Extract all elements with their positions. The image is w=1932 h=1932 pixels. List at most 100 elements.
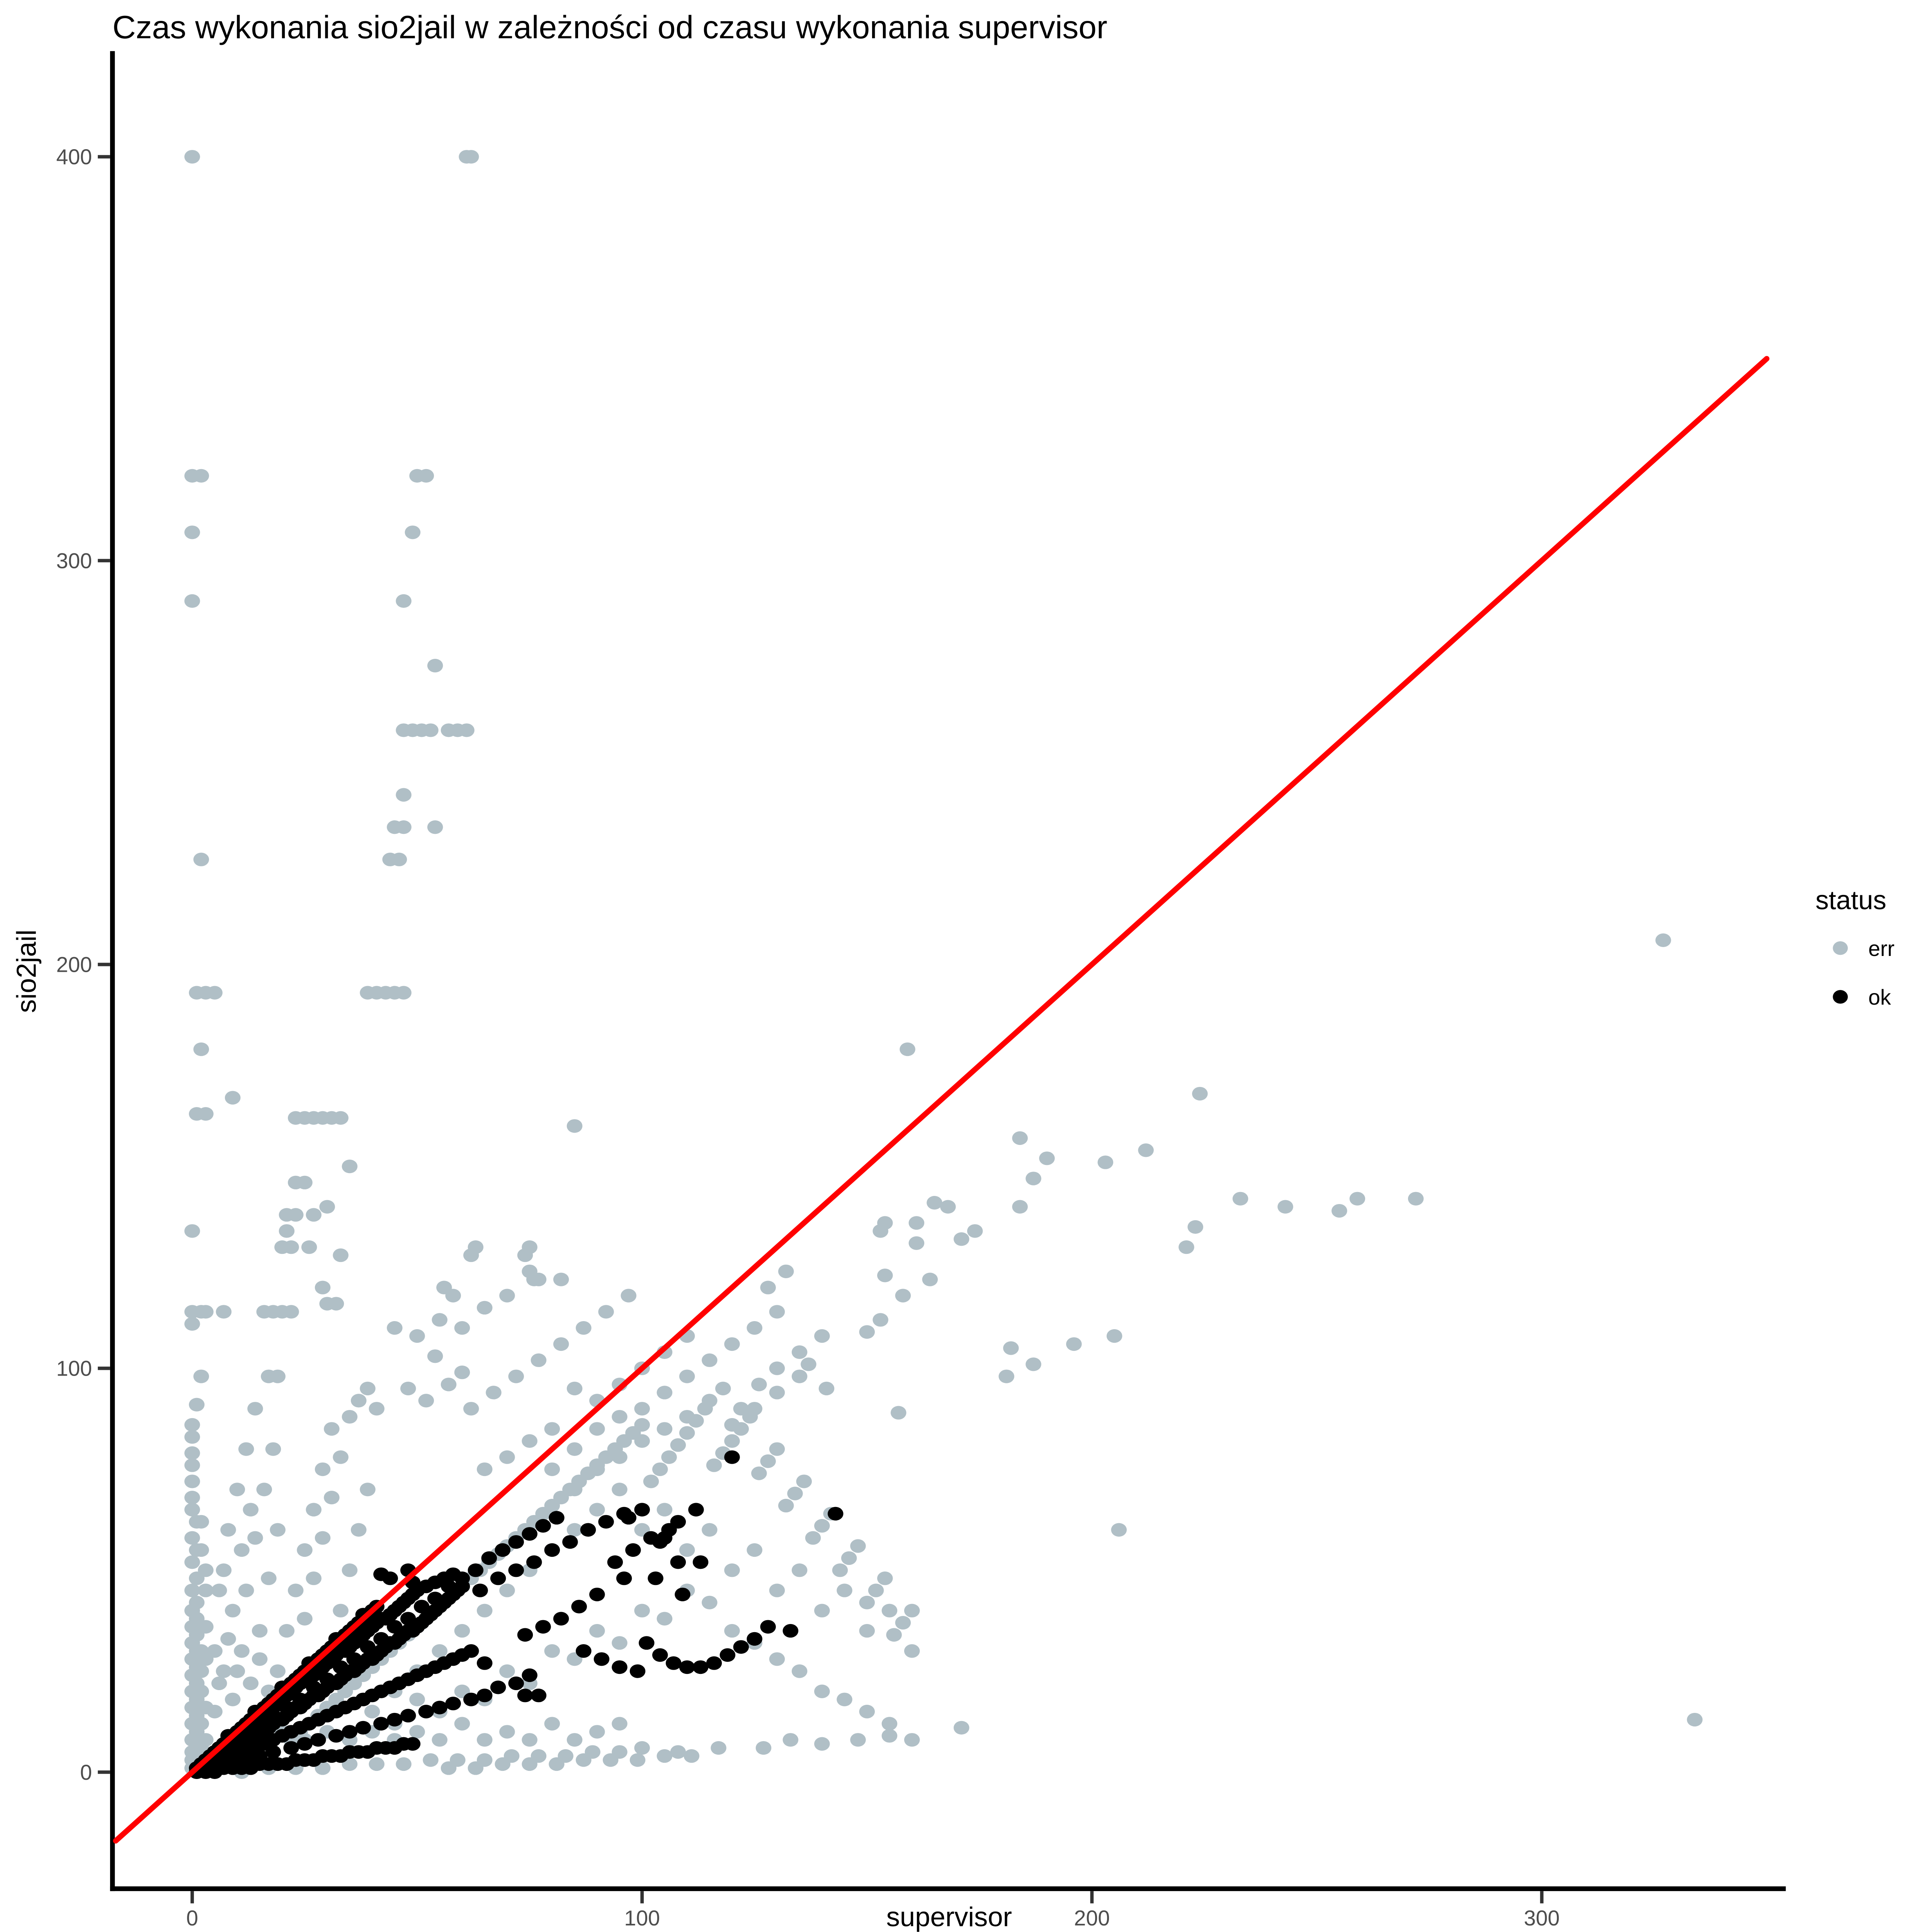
point-err bbox=[486, 1386, 502, 1400]
point-err bbox=[652, 1462, 668, 1476]
point-err bbox=[814, 1684, 830, 1698]
point-err bbox=[747, 1321, 763, 1335]
point-ok bbox=[400, 1612, 416, 1626]
point-err bbox=[589, 1422, 605, 1436]
point-err bbox=[432, 1313, 448, 1327]
point-err bbox=[706, 1458, 722, 1472]
point-err bbox=[283, 1305, 299, 1319]
point-err bbox=[499, 1664, 515, 1678]
legend-title: status bbox=[1815, 885, 1886, 915]
point-err bbox=[224, 1604, 241, 1617]
point-err bbox=[868, 1583, 884, 1597]
point-err bbox=[184, 1531, 200, 1545]
point-err bbox=[814, 1519, 830, 1533]
point-err bbox=[220, 1632, 236, 1646]
point-err bbox=[445, 1289, 461, 1303]
point-err bbox=[850, 1733, 866, 1747]
point-err bbox=[279, 1624, 295, 1638]
point-ok bbox=[508, 1676, 524, 1690]
point-err bbox=[409, 1692, 425, 1706]
legend-label-ok: ok bbox=[1868, 985, 1891, 1009]
x-tick-label: 0 bbox=[186, 1906, 198, 1930]
point-err bbox=[922, 1272, 938, 1286]
point-err bbox=[589, 1624, 605, 1638]
point-err bbox=[297, 1612, 313, 1626]
point-err bbox=[895, 1289, 911, 1303]
point-err bbox=[872, 1313, 888, 1327]
point-err bbox=[670, 1438, 686, 1452]
point-err bbox=[350, 1394, 367, 1408]
point-ok bbox=[621, 1511, 637, 1525]
point-err bbox=[612, 1717, 628, 1731]
point-err bbox=[216, 1563, 232, 1577]
point-err bbox=[778, 1264, 794, 1278]
point-err bbox=[629, 1753, 646, 1767]
point-ok bbox=[639, 1636, 655, 1650]
point-err bbox=[679, 1369, 695, 1383]
point-err bbox=[841, 1551, 857, 1565]
point-err bbox=[224, 1692, 241, 1706]
point-err bbox=[522, 1733, 537, 1747]
point-ok bbox=[661, 1523, 677, 1537]
point-err bbox=[315, 1462, 331, 1476]
y-tick-label: 300 bbox=[56, 549, 92, 573]
point-err bbox=[252, 1624, 268, 1638]
point-ok bbox=[522, 1527, 537, 1541]
point-err bbox=[791, 1664, 808, 1678]
point-err bbox=[328, 1297, 344, 1311]
point-ok bbox=[589, 1587, 605, 1602]
point-err bbox=[526, 1272, 542, 1286]
point-err bbox=[1026, 1357, 1041, 1371]
point-ok bbox=[747, 1632, 763, 1646]
point-err bbox=[369, 1757, 385, 1771]
point-err bbox=[369, 1402, 385, 1416]
point-err bbox=[324, 1490, 340, 1505]
y-tick-label: 0 bbox=[80, 1760, 92, 1784]
point-err bbox=[1232, 1192, 1248, 1206]
point-err bbox=[427, 658, 443, 673]
point-err bbox=[342, 1563, 358, 1577]
point-err bbox=[463, 1402, 479, 1416]
point-ok bbox=[760, 1620, 776, 1634]
point-err bbox=[247, 1531, 263, 1545]
point-err bbox=[1012, 1200, 1028, 1214]
point-err bbox=[319, 1200, 335, 1214]
point-ok bbox=[517, 1628, 533, 1642]
point-err bbox=[859, 1624, 875, 1638]
point-err bbox=[612, 1636, 628, 1650]
point-err bbox=[454, 1717, 470, 1731]
point-ok bbox=[328, 1729, 344, 1743]
point-err bbox=[553, 1337, 569, 1351]
point-err bbox=[1408, 1192, 1424, 1206]
point-err bbox=[400, 1381, 416, 1396]
point-err bbox=[198, 1305, 214, 1319]
point-err bbox=[198, 1563, 214, 1577]
point-err bbox=[544, 1644, 560, 1658]
point-err bbox=[850, 1539, 866, 1553]
point-err bbox=[1349, 1192, 1366, 1206]
point-err bbox=[998, 1369, 1014, 1383]
point-err bbox=[333, 1111, 349, 1125]
point-err bbox=[769, 1583, 785, 1597]
point-ok bbox=[319, 1672, 335, 1686]
point-ok bbox=[405, 1737, 421, 1751]
point-err bbox=[877, 1571, 893, 1585]
point-err bbox=[427, 820, 443, 834]
point-ok bbox=[427, 1592, 443, 1605]
point-err bbox=[612, 1410, 628, 1424]
point-ok bbox=[224, 1741, 241, 1755]
point-err bbox=[598, 1305, 614, 1319]
point-ok bbox=[346, 1652, 362, 1666]
point-err bbox=[207, 1644, 223, 1658]
point-err bbox=[405, 526, 421, 539]
point-err bbox=[261, 1571, 277, 1585]
point-err bbox=[634, 1741, 650, 1755]
point-err bbox=[1192, 1087, 1208, 1101]
point-err bbox=[643, 1475, 659, 1488]
point-err bbox=[350, 1523, 367, 1537]
point-err bbox=[634, 1418, 650, 1432]
point-ok bbox=[387, 1713, 403, 1727]
point-err bbox=[814, 1737, 830, 1751]
point-err bbox=[967, 1224, 983, 1238]
